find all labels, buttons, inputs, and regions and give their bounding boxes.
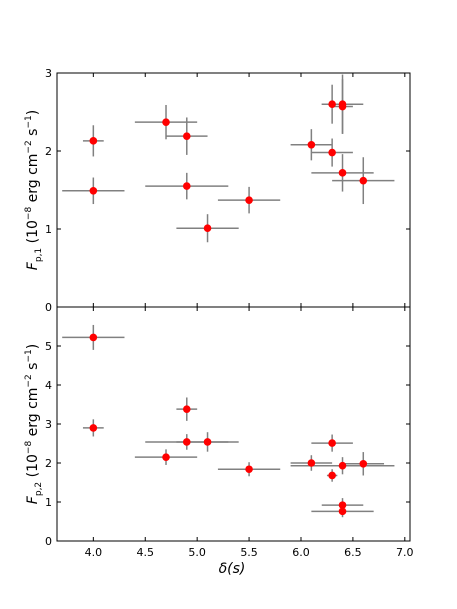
top-data-point [307, 140, 316, 149]
bottom-data-point [182, 438, 191, 446]
bottom-data-point [328, 471, 336, 480]
panel-bottom: 4.0 4.5 5.0 5.5 6.0 6.5 7.0 0 1 2 3 4 5 Fp,2 (10−8 e… [24, 306, 414, 577]
bottom-y-tick-label: 4 [45, 379, 52, 392]
top-data-point [338, 169, 347, 177]
bottom-data-point [245, 465, 253, 474]
top-markers [89, 100, 368, 233]
bottom-data-point [338, 507, 347, 516]
bottom-y-tick-label: 0 [45, 535, 52, 548]
bottom-data-point [328, 439, 336, 447]
bottom-y-tick-label: 3 [45, 418, 52, 431]
top-data-point [203, 224, 212, 233]
x-tick-label: 6.0 [292, 546, 310, 559]
top-data-point [182, 182, 191, 190]
bottom-data-point [307, 459, 316, 467]
top-y-tick-label: 1 [45, 223, 52, 236]
bottom-data-point [203, 438, 212, 446]
top-errorbars [62, 74, 395, 243]
bottom-data-point [162, 453, 170, 461]
bottom-data-point [359, 459, 368, 468]
x-tick-label: 4.0 [85, 546, 103, 559]
bottom-data-point [338, 461, 347, 470]
bottom-errorbars [62, 324, 395, 518]
x-tick-label: 6.5 [344, 546, 362, 559]
top-data-point [245, 196, 253, 204]
x-tick-label: 5.5 [240, 546, 258, 559]
x-tick-label: 4.5 [137, 546, 155, 559]
bottom-markers [89, 333, 368, 516]
top-data-point [328, 148, 336, 157]
bottom-y-tick-label: 5 [45, 340, 52, 353]
bottom-data-point [182, 405, 191, 413]
top-y-axis-label: Fp,1 (10−8 erg cm−2 s−1) [24, 110, 44, 270]
top-data-point [89, 186, 98, 195]
top-data-point [328, 100, 336, 108]
top-data-point [89, 137, 98, 145]
bottom-y-tick-label: 1 [45, 496, 52, 509]
top-plot-frame [56, 72, 411, 308]
top-y-tick-label: 3 [45, 67, 52, 80]
panel-top: 0 1 2 3 Fp,1 (10−8 erg cm−2 s−1) [24, 67, 411, 314]
x-tick-label: 5.0 [188, 546, 206, 559]
x-tick-label: 7.0 [396, 546, 414, 559]
bottom-data-point [338, 501, 347, 509]
bottom-ticks: 4.0 4.5 5.0 5.5 6.0 6.5 7.0 0 1 2 3 4 5 [45, 307, 414, 559]
bottom-plot-frame [56, 306, 411, 542]
x-axis-label: δ(s) [219, 561, 246, 577]
top-data-point [162, 118, 170, 126]
top-y-tick-label: 0 [45, 301, 52, 314]
bottom-data-point [89, 333, 98, 342]
bottom-y-tick-label: 2 [45, 457, 52, 470]
top-data-point [182, 132, 191, 140]
top-y-tick-label: 2 [45, 145, 52, 158]
bottom-data-point [89, 424, 98, 432]
bottom-y-axis-label: Fp,2 (10−8 erg cm−2 s−1) [24, 344, 44, 504]
top-data-point [359, 176, 368, 185]
top-data-point [338, 102, 347, 111]
